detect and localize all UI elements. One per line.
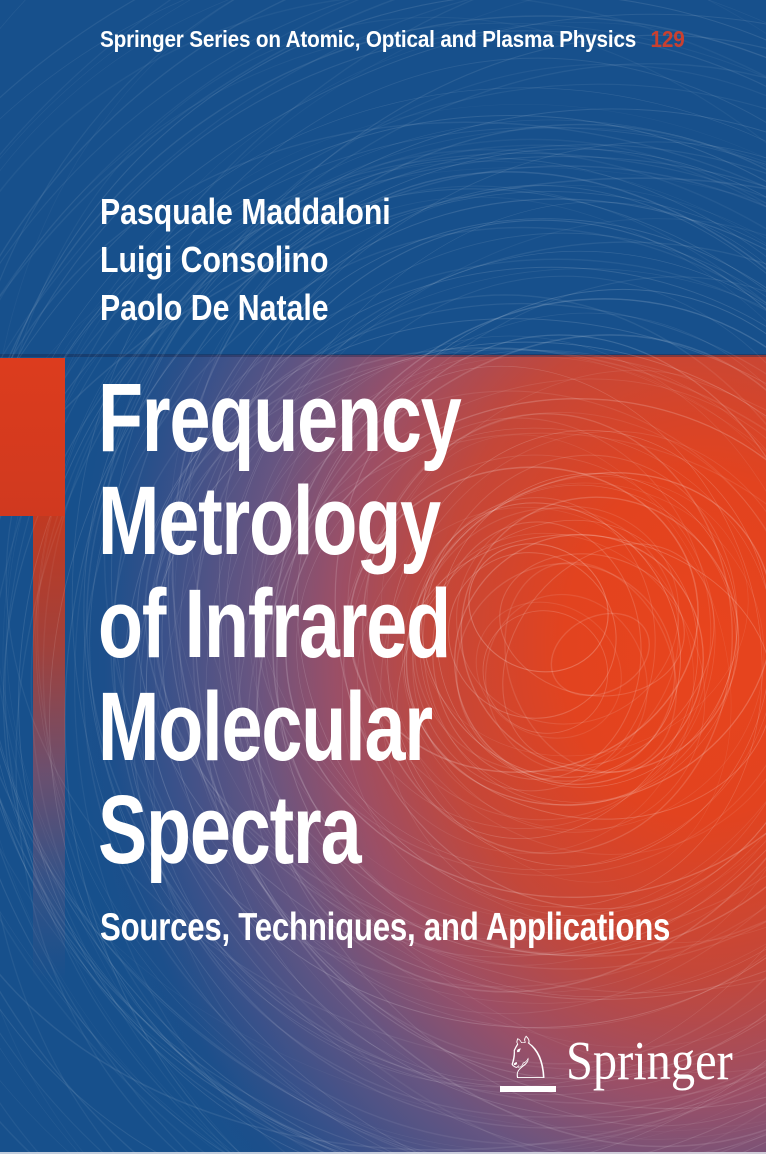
title-line: Frequency (98, 363, 462, 472)
bottom-edge-line (0, 1152, 766, 1154)
title-line: Metrology (98, 466, 441, 575)
panel-boundary-line (0, 354, 766, 357)
book-subtitle: Sources, Techniques, and Applications (100, 906, 671, 949)
publisher-name: Springer (566, 1030, 733, 1091)
springer-horse-icon: ♘ (502, 1024, 554, 1092)
red-fade-column (33, 516, 65, 981)
red-accent-square (0, 358, 65, 516)
author-name: Luigi Consolino (100, 239, 329, 280)
title-line: Spectra (98, 775, 362, 884)
logo-underline-bar (500, 1086, 556, 1092)
series-title: Springer Series on Atomic, Optical and P… (100, 26, 637, 52)
author-list: Pasquale Maddaloni Luigi Consolino Paolo… (100, 188, 391, 332)
gradient-panel (0, 355, 766, 1154)
author-name: Pasquale Maddaloni (100, 191, 391, 232)
book-title: Frequency Metrology of Infrared Molecula… (98, 363, 462, 884)
series-banner: Springer Series on Atomic, Optical and P… (100, 26, 685, 53)
publisher-logo: ♘ Springer (500, 1024, 755, 1092)
series-number: 129 (650, 26, 685, 52)
title-line: of Infrared (98, 569, 451, 678)
author-name: Paolo De Natale (100, 287, 329, 328)
title-line: Molecular (98, 672, 433, 781)
logo-icon-wrap: ♘ (500, 1024, 556, 1092)
